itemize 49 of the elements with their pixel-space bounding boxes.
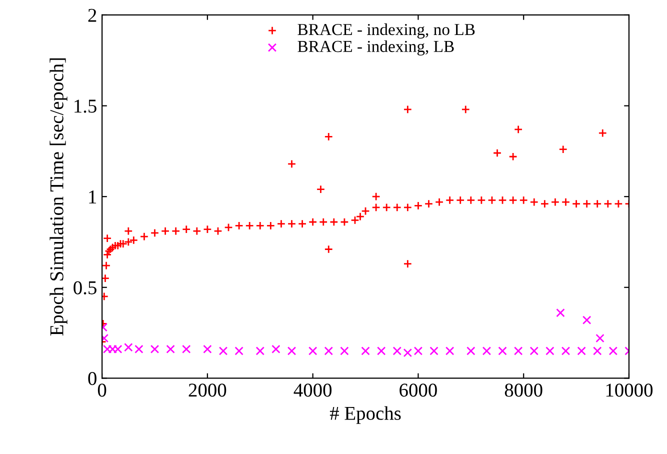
point [203, 344, 212, 354]
point [361, 346, 370, 356]
x-tick-label: 4000 [294, 384, 332, 397]
point [430, 346, 438, 356]
point [340, 346, 349, 356]
point [308, 346, 318, 356]
point [466, 346, 476, 356]
point [556, 308, 565, 318]
y-tick-label: 1 [89, 190, 96, 204]
x-tick-label: 2000 [188, 384, 226, 397]
point [577, 346, 586, 356]
point [608, 346, 618, 356]
legend-label: BRACE - indexing, LB [298, 40, 454, 56]
point [234, 346, 244, 356]
point [182, 344, 191, 354]
point [134, 344, 144, 354]
legend-label: BRACE - indexing, no LB [298, 23, 475, 39]
point [403, 348, 412, 358]
point [530, 346, 539, 356]
x-tick-label: 8000 [504, 384, 542, 397]
point [514, 346, 523, 356]
y-tick-label: 1.5 [74, 100, 96, 113]
point [218, 346, 228, 356]
point [376, 346, 386, 356]
point [596, 334, 604, 343]
y-tick-label: 0.5 [74, 281, 96, 294]
point [445, 346, 454, 356]
point [166, 344, 175, 354]
x-tick-label: 10000 [606, 384, 653, 397]
y-axis-title: Epoch Simulation Time [sec/epoch] [50, 58, 68, 336]
point [498, 346, 507, 356]
point [582, 316, 592, 324]
point [272, 344, 280, 354]
point [561, 346, 570, 356]
point [287, 346, 296, 356]
point [414, 346, 423, 356]
point [592, 346, 602, 356]
point [150, 344, 160, 354]
y-tick-label: 0 [88, 372, 96, 386]
point [256, 346, 264, 356]
point [482, 346, 492, 356]
point [392, 346, 402, 356]
y-tick-label: 2 [88, 8, 96, 22]
point [324, 346, 333, 356]
point [546, 346, 554, 356]
x-tick-label: 6000 [400, 384, 437, 397]
x-tick-label: 0 [98, 384, 106, 397]
point [124, 342, 133, 352]
x-axis-title: # Epochs [330, 406, 401, 424]
